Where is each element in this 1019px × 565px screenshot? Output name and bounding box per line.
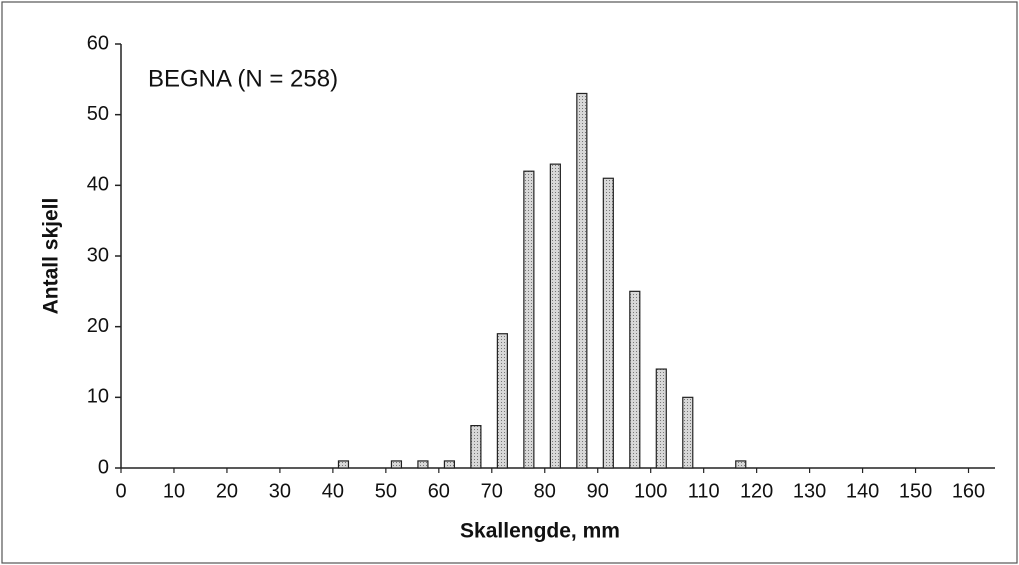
y-tick-label: 10 — [87, 386, 109, 408]
y-axis-label: Antall skjell — [40, 198, 63, 315]
bar — [523, 170, 535, 469]
x-tick-label: 70 — [481, 480, 503, 502]
bar — [682, 396, 694, 469]
bar — [735, 460, 747, 469]
x-tick-label: 60 — [428, 480, 450, 502]
y-tick-label: 40 — [87, 174, 109, 196]
x-tick-label: 110 — [688, 480, 720, 502]
y-tick-label: 50 — [87, 103, 109, 125]
x-tick-label: 130 — [793, 480, 826, 502]
annotation: BEGNA (N = 258) — [148, 65, 338, 92]
x-tick-label: 20 — [216, 480, 238, 502]
y-tick-label: 60 — [87, 32, 109, 54]
x-tick-label: 0 — [115, 480, 126, 502]
bar — [549, 163, 561, 469]
x-axis-label: Skallengde, mm — [460, 520, 620, 543]
bar — [629, 290, 641, 469]
bar — [602, 177, 614, 469]
x-tick-label: 120 — [740, 480, 773, 502]
x-tick-label: 10 — [163, 480, 185, 502]
y-tick-label: 0 — [98, 456, 109, 478]
x-tick-label: 160 — [952, 480, 985, 502]
bar — [390, 460, 403, 469]
y-tick-label: 30 — [87, 244, 109, 266]
bar — [655, 368, 667, 469]
bar — [417, 460, 429, 469]
x-tick-label: 150 — [899, 480, 932, 502]
bar — [496, 333, 508, 469]
x-tick-label: 140 — [846, 480, 879, 502]
x-tick-label: 100 — [634, 480, 667, 502]
bar — [443, 460, 456, 469]
y-tick-label: 20 — [87, 315, 109, 337]
x-tick-label: 90 — [587, 480, 609, 502]
x-tick-label: 80 — [534, 480, 556, 502]
x-tick-label: 50 — [375, 480, 397, 502]
x-tick-label: 40 — [322, 480, 344, 502]
bar — [576, 92, 588, 469]
bar — [470, 425, 482, 469]
bar — [337, 460, 350, 469]
x-tick-label: 30 — [269, 480, 291, 502]
